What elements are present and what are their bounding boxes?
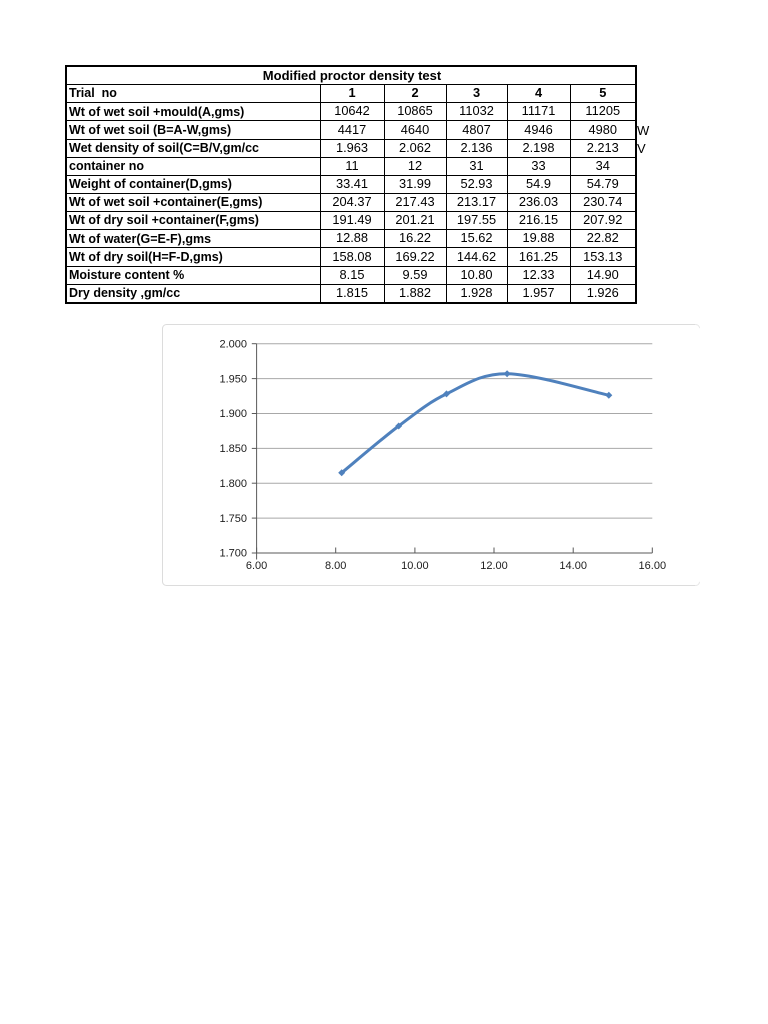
- svg-text:6.00: 6.00: [246, 560, 267, 572]
- svg-text:1.750: 1.750: [219, 513, 247, 525]
- svg-text:1.900: 1.900: [219, 408, 247, 420]
- svg-text:10.00: 10.00: [401, 560, 429, 572]
- svg-text:16.00: 16.00: [639, 560, 667, 572]
- svg-text:1.800: 1.800: [219, 478, 247, 490]
- svg-text:1.950: 1.950: [219, 373, 247, 385]
- svg-text:12.00: 12.00: [480, 560, 508, 572]
- svg-text:1.700: 1.700: [219, 548, 247, 560]
- svg-text:1.850: 1.850: [219, 443, 247, 455]
- svg-text:14.00: 14.00: [559, 560, 587, 572]
- svg-text:2.000: 2.000: [219, 338, 247, 350]
- svg-text:8.00: 8.00: [325, 560, 346, 572]
